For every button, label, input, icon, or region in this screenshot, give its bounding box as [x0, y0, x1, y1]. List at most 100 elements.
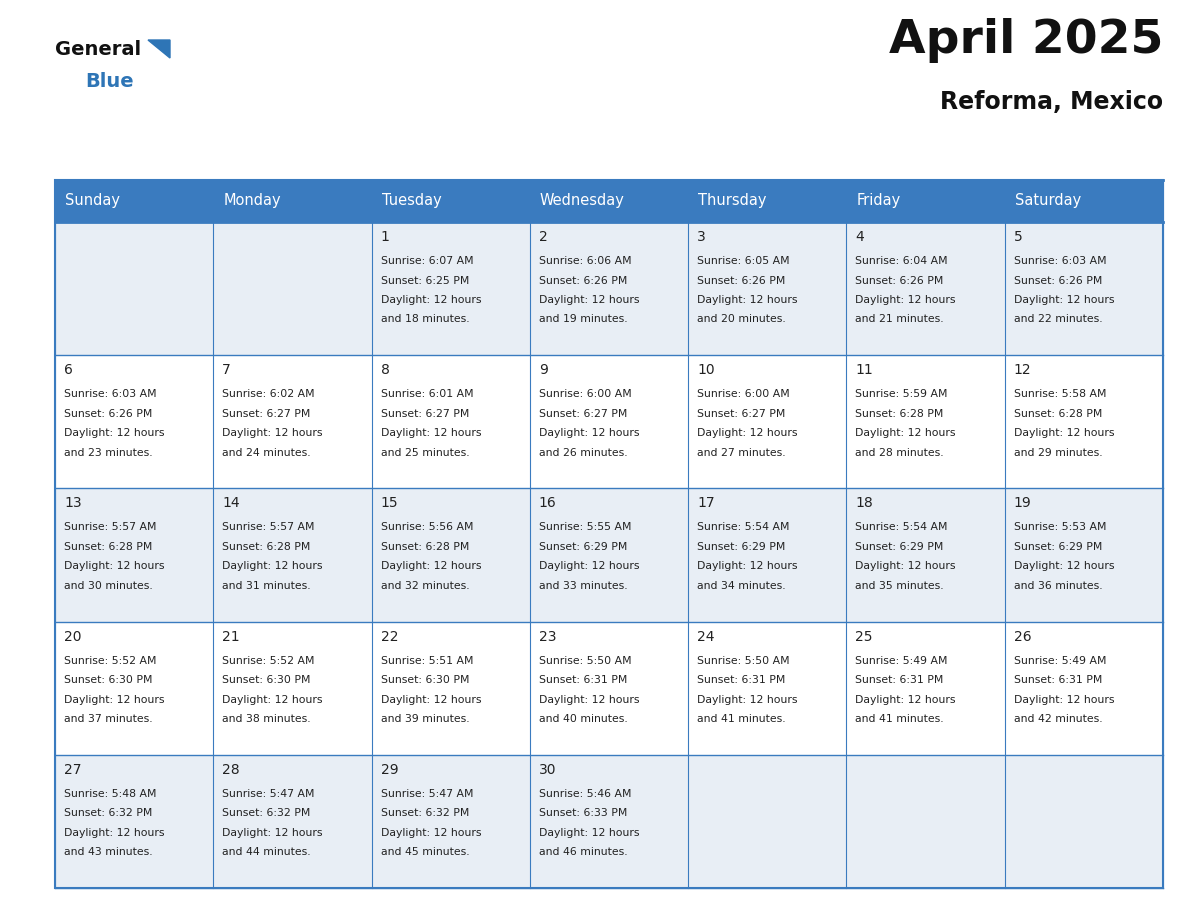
Text: Sunrise: 5:55 AM: Sunrise: 5:55 AM — [539, 522, 631, 532]
Bar — [846, 488, 1005, 621]
Text: Sunrise: 6:07 AM: Sunrise: 6:07 AM — [380, 256, 473, 266]
Text: General: General — [55, 40, 141, 59]
Bar — [55, 222, 214, 355]
Text: 14: 14 — [222, 497, 240, 510]
Text: 17: 17 — [697, 497, 715, 510]
Text: and 21 minutes.: and 21 minutes. — [855, 315, 944, 324]
Text: Sunset: 6:26 PM: Sunset: 6:26 PM — [64, 409, 152, 419]
Text: Sunrise: 6:04 AM: Sunrise: 6:04 AM — [855, 256, 948, 266]
Text: Daylight: 12 hours: Daylight: 12 hours — [1013, 562, 1114, 571]
Bar — [1005, 755, 1163, 888]
Bar — [55, 755, 214, 888]
Text: Sunrise: 5:58 AM: Sunrise: 5:58 AM — [1013, 389, 1106, 399]
Text: Sunset: 6:31 PM: Sunset: 6:31 PM — [1013, 675, 1102, 685]
Text: and 40 minutes.: and 40 minutes. — [539, 714, 627, 724]
Text: Sunrise: 5:49 AM: Sunrise: 5:49 AM — [1013, 655, 1106, 666]
Text: and 41 minutes.: and 41 minutes. — [697, 714, 785, 724]
Text: Daylight: 12 hours: Daylight: 12 hours — [64, 562, 164, 571]
Text: and 19 minutes.: and 19 minutes. — [539, 315, 627, 324]
Bar — [530, 355, 688, 488]
Text: Daylight: 12 hours: Daylight: 12 hours — [64, 695, 164, 705]
Text: Sunrise: 6:01 AM: Sunrise: 6:01 AM — [380, 389, 473, 399]
Text: Monday: Monday — [223, 194, 280, 208]
Text: and 44 minutes.: and 44 minutes. — [222, 847, 311, 857]
Text: and 28 minutes.: and 28 minutes. — [855, 448, 944, 458]
Bar — [846, 222, 1005, 355]
Text: Daylight: 12 hours: Daylight: 12 hours — [539, 295, 639, 305]
Text: and 27 minutes.: and 27 minutes. — [697, 448, 785, 458]
Bar — [1005, 180, 1163, 222]
Text: 23: 23 — [539, 630, 556, 644]
Text: and 39 minutes.: and 39 minutes. — [380, 714, 469, 724]
Text: Sunset: 6:27 PM: Sunset: 6:27 PM — [539, 409, 627, 419]
Text: Sunset: 6:29 PM: Sunset: 6:29 PM — [539, 542, 627, 552]
Text: 13: 13 — [64, 497, 82, 510]
Text: Sunrise: 5:51 AM: Sunrise: 5:51 AM — [380, 655, 473, 666]
Text: Sunset: 6:29 PM: Sunset: 6:29 PM — [1013, 542, 1102, 552]
Text: 15: 15 — [380, 497, 398, 510]
Text: Sunset: 6:32 PM: Sunset: 6:32 PM — [380, 809, 469, 818]
Text: Daylight: 12 hours: Daylight: 12 hours — [539, 695, 639, 705]
Text: Sunrise: 5:48 AM: Sunrise: 5:48 AM — [64, 789, 157, 799]
Bar — [688, 621, 846, 755]
Text: and 46 minutes.: and 46 minutes. — [539, 847, 627, 857]
Bar — [55, 488, 214, 621]
Text: Sunrise: 6:00 AM: Sunrise: 6:00 AM — [697, 389, 790, 399]
Text: Daylight: 12 hours: Daylight: 12 hours — [64, 428, 164, 438]
Text: and 43 minutes.: and 43 minutes. — [64, 847, 152, 857]
Bar — [1005, 222, 1163, 355]
Text: Daylight: 12 hours: Daylight: 12 hours — [539, 562, 639, 571]
Bar — [846, 180, 1005, 222]
Bar — [214, 621, 372, 755]
Text: Daylight: 12 hours: Daylight: 12 hours — [697, 295, 797, 305]
Text: Sunset: 6:30 PM: Sunset: 6:30 PM — [380, 675, 469, 685]
Bar — [688, 180, 846, 222]
Text: 25: 25 — [855, 630, 873, 644]
Text: Daylight: 12 hours: Daylight: 12 hours — [222, 695, 323, 705]
Text: Daylight: 12 hours: Daylight: 12 hours — [1013, 295, 1114, 305]
Text: 12: 12 — [1013, 364, 1031, 377]
Bar — [688, 488, 846, 621]
Text: Sunset: 6:26 PM: Sunset: 6:26 PM — [855, 275, 943, 285]
Text: Sunrise: 6:05 AM: Sunrise: 6:05 AM — [697, 256, 790, 266]
Text: Reforma, Mexico: Reforma, Mexico — [940, 90, 1163, 114]
Text: 7: 7 — [222, 364, 230, 377]
Text: 2: 2 — [539, 230, 548, 244]
Text: Sunset: 6:26 PM: Sunset: 6:26 PM — [1013, 275, 1102, 285]
Bar — [372, 355, 530, 488]
Bar — [1005, 355, 1163, 488]
Text: Sunset: 6:32 PM: Sunset: 6:32 PM — [64, 809, 152, 818]
Text: Sunset: 6:30 PM: Sunset: 6:30 PM — [222, 675, 311, 685]
Text: Daylight: 12 hours: Daylight: 12 hours — [380, 695, 481, 705]
Bar — [55, 180, 214, 222]
Text: Sunrise: 5:59 AM: Sunrise: 5:59 AM — [855, 389, 948, 399]
Text: and 42 minutes.: and 42 minutes. — [1013, 714, 1102, 724]
Bar — [214, 222, 372, 355]
Text: 22: 22 — [380, 630, 398, 644]
Text: and 38 minutes.: and 38 minutes. — [222, 714, 311, 724]
Text: Sunrise: 6:03 AM: Sunrise: 6:03 AM — [1013, 256, 1106, 266]
Text: Sunrise: 5:57 AM: Sunrise: 5:57 AM — [222, 522, 315, 532]
Polygon shape — [148, 40, 170, 58]
Text: Daylight: 12 hours: Daylight: 12 hours — [855, 695, 956, 705]
Text: 5: 5 — [1013, 230, 1023, 244]
Text: 20: 20 — [64, 630, 82, 644]
Text: Daylight: 12 hours: Daylight: 12 hours — [1013, 695, 1114, 705]
Text: Sunset: 6:28 PM: Sunset: 6:28 PM — [64, 542, 152, 552]
Text: Daylight: 12 hours: Daylight: 12 hours — [539, 428, 639, 438]
Text: Daylight: 12 hours: Daylight: 12 hours — [855, 295, 956, 305]
Text: Daylight: 12 hours: Daylight: 12 hours — [222, 828, 323, 838]
Text: Sunrise: 5:56 AM: Sunrise: 5:56 AM — [380, 522, 473, 532]
Text: Sunday: Sunday — [65, 194, 120, 208]
Text: Daylight: 12 hours: Daylight: 12 hours — [855, 428, 956, 438]
Bar — [1005, 621, 1163, 755]
Bar — [530, 222, 688, 355]
Text: Sunset: 6:28 PM: Sunset: 6:28 PM — [222, 542, 310, 552]
Text: 27: 27 — [64, 763, 82, 777]
Bar — [846, 621, 1005, 755]
Text: Sunset: 6:29 PM: Sunset: 6:29 PM — [855, 542, 943, 552]
Text: Sunset: 6:31 PM: Sunset: 6:31 PM — [539, 675, 627, 685]
Text: Sunrise: 5:50 AM: Sunrise: 5:50 AM — [697, 655, 790, 666]
Text: 4: 4 — [855, 230, 864, 244]
Text: Wednesday: Wednesday — [539, 194, 625, 208]
